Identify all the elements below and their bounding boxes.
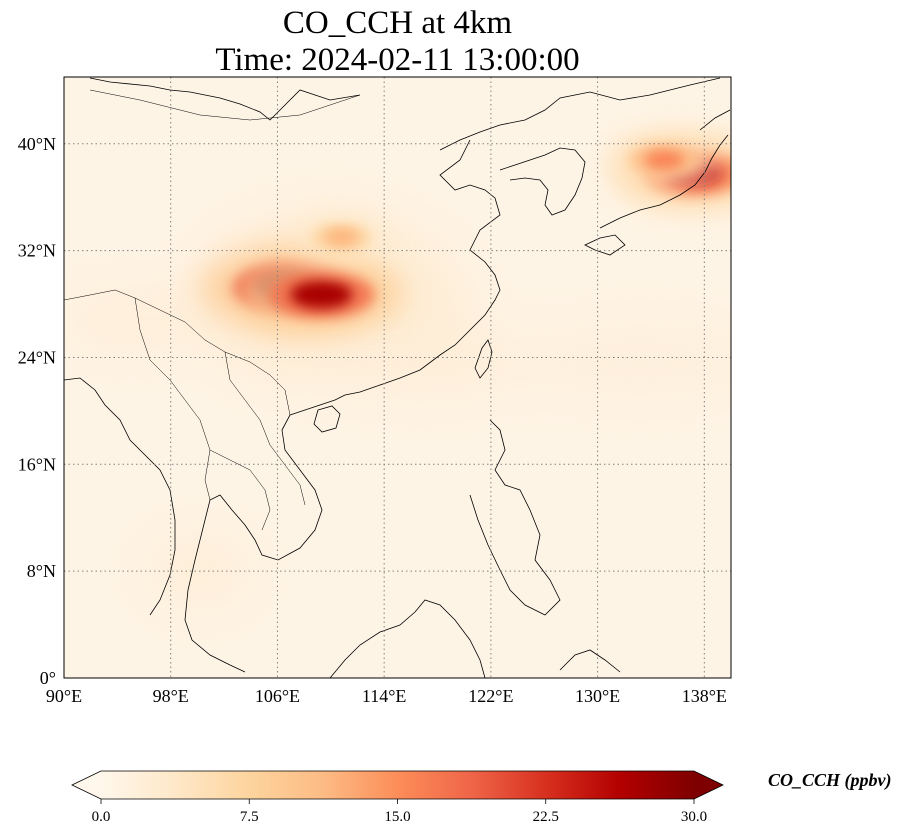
concentration-field	[64, 132, 731, 610]
lon-tick-label: 138°E	[682, 686, 727, 706]
map-title: CO_CCH at 4km	[282, 5, 513, 41]
taiwan-island	[474, 339, 493, 379]
lon-tick-label: 90°E	[46, 686, 82, 706]
laos-vietnam-border	[224, 351, 306, 506]
coastlines	[64, 77, 731, 678]
colorbar-extend-max	[694, 771, 723, 799]
colorbar-tick-label: 0.0	[92, 809, 111, 825]
lat-tick-label: 16°N	[18, 454, 56, 474]
mongolia-border	[89, 89, 361, 121]
colorbar-tick-label: 22.5	[533, 809, 559, 825]
bay-of-bengal-coast	[64, 377, 176, 616]
gridlines	[64, 77, 731, 678]
china-south-border	[64, 289, 291, 416]
japan-plume-west	[606, 132, 722, 187]
colorbar-tick-label: 15.0	[384, 809, 410, 825]
lon-tick-label: 106°E	[255, 686, 300, 706]
colorbar-title: CO_CCH (ppbv)	[768, 770, 892, 790]
lon-tick-label: 130°E	[575, 686, 620, 706]
lon-tick-label: 114°E	[362, 686, 407, 706]
map-panel	[63, 76, 732, 679]
colorbar-extend-min	[72, 771, 101, 799]
sichuan-plume-east	[238, 255, 405, 334]
lat-tick-label: 40°N	[18, 134, 56, 154]
sichuan-plume-tail	[293, 214, 390, 261]
lon-tick-label: 98°E	[153, 686, 189, 706]
japan-islands	[584, 109, 731, 256]
lat-tick-label: 8°N	[27, 561, 56, 581]
hainan-island	[313, 405, 341, 433]
thailand-border	[209, 449, 271, 531]
country-borders	[64, 89, 361, 531]
latitude-axis: 0° 8°N 16°N 24°N 32°N 40°N	[18, 134, 56, 688]
colorbar-gradient	[101, 771, 694, 799]
myanmar-border	[134, 297, 211, 501]
map-subtitle-time: Time: 2024-02-11 13:00:00	[215, 42, 580, 78]
longitude-axis: 90°E 98°E 106°E 114°E 122°E 130°E 138°E	[46, 686, 727, 706]
map-frame	[63, 76, 732, 679]
korea-peninsula	[499, 147, 586, 216]
colorbar-ticks: 0.0 7.5 15.0 22.5 30.0	[92, 799, 707, 825]
background-haze	[64, 210, 731, 610]
lat-tick-label: 32°N	[18, 241, 56, 261]
borneo-coast	[329, 599, 486, 678]
philippines	[469, 419, 561, 616]
new-guinea-coast	[559, 649, 621, 673]
indochina-coast	[184, 414, 323, 673]
colorbar-tick-label: 30.0	[681, 809, 707, 825]
china-coastline	[89, 77, 721, 416]
lon-tick-label: 122°E	[468, 686, 513, 706]
lat-tick-label: 24°N	[18, 347, 56, 367]
lat-tick-label: 0°	[40, 668, 56, 688]
colorbar-tick-label: 7.5	[240, 809, 259, 825]
colorbar: 0.0 7.5 15.0 22.5 30.0	[71, 770, 724, 825]
plume-layer	[200, 132, 731, 334]
